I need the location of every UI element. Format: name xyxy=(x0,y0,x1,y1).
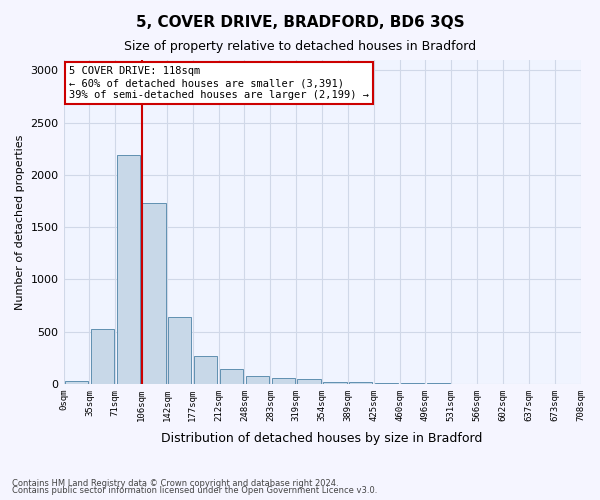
Bar xyxy=(168,318,191,384)
Text: Size of property relative to detached houses in Bradford: Size of property relative to detached ho… xyxy=(124,40,476,53)
Text: 5, COVER DRIVE, BRADFORD, BD6 3QS: 5, COVER DRIVE, BRADFORD, BD6 3QS xyxy=(136,15,464,30)
X-axis label: Distribution of detached houses by size in Bradford: Distribution of detached houses by size … xyxy=(161,432,483,445)
Bar xyxy=(116,155,140,384)
Bar xyxy=(91,330,114,384)
Text: Contains public sector information licensed under the Open Government Licence v3: Contains public sector information licen… xyxy=(12,486,377,495)
Text: Contains HM Land Registry data © Crown copyright and database right 2024.: Contains HM Land Registry data © Crown c… xyxy=(12,478,338,488)
Bar xyxy=(194,356,217,384)
Bar xyxy=(220,369,243,384)
Bar xyxy=(65,381,88,384)
Bar xyxy=(375,383,398,384)
Bar xyxy=(142,203,166,384)
Y-axis label: Number of detached properties: Number of detached properties xyxy=(15,134,25,310)
Bar xyxy=(298,379,321,384)
Bar xyxy=(323,382,347,384)
Text: 5 COVER DRIVE: 118sqm
← 60% of detached houses are smaller (3,391)
39% of semi-d: 5 COVER DRIVE: 118sqm ← 60% of detached … xyxy=(69,66,369,100)
Bar xyxy=(272,378,295,384)
Bar xyxy=(246,376,269,384)
Bar xyxy=(349,382,373,384)
